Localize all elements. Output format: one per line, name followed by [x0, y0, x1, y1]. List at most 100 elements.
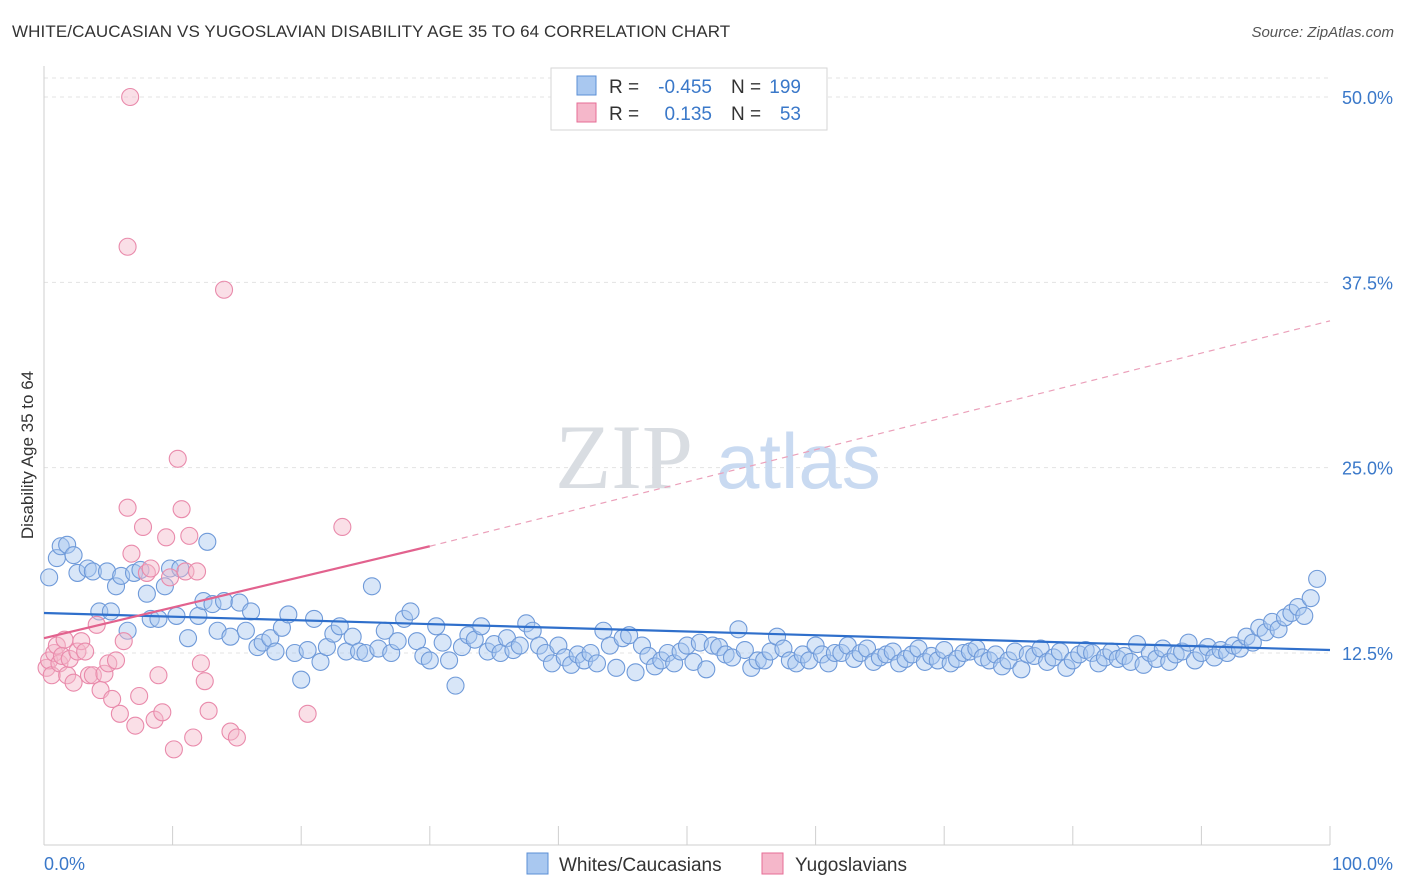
point-yugoslavians-15 [83, 666, 102, 685]
point-whites-193 [1269, 620, 1288, 639]
point-yugoslavians-42 [187, 562, 207, 581]
point-yugoslavians-31 [145, 710, 164, 729]
point-yugoslavians-9 [60, 649, 79, 668]
point-yugoslavians-50 [227, 728, 246, 747]
point-whites-7 [83, 562, 102, 581]
watermark-atlas: atlas [716, 417, 881, 505]
y-tick-labels: 12.5% 25.0% 37.5% 50.0% [1342, 88, 1393, 664]
point-whites-6 [78, 559, 97, 578]
point-whites-93 [626, 663, 645, 682]
point-whites-104 [697, 660, 716, 679]
point-whites-94 [632, 636, 652, 655]
x-tick-label-0: 0.0% [44, 854, 85, 874]
point-whites-5 [68, 563, 87, 582]
point-whites-86 [581, 643, 600, 663]
point-whites-196 [1288, 597, 1307, 617]
point-yugoslavians-21 [106, 651, 126, 670]
point-yugoslavians-46 [118, 237, 137, 256]
point-whites-61 [420, 651, 439, 670]
legend-box [550, 67, 828, 131]
point-yugoslavians-35 [160, 568, 180, 587]
trend-line-whites [43, 611, 1331, 652]
point-whites-198 [1301, 589, 1320, 608]
y-axis-title: Disability Age 35 to 64 [18, 371, 37, 539]
x-tick-label-1: 100.0% [1332, 854, 1393, 874]
point-whites-52 [362, 577, 381, 596]
point-whites-180 [1185, 651, 1205, 670]
point-whites-0 [40, 568, 59, 587]
point-yugoslavians-36 [164, 740, 183, 759]
point-whites-64 [440, 651, 459, 670]
point-whites-116 [774, 639, 793, 658]
point-whites-16 [137, 584, 156, 603]
point-whites-19 [155, 577, 174, 596]
point-whites-56 [388, 632, 407, 651]
point-yugoslavians-41 [184, 728, 203, 747]
point-whites-90 [607, 658, 626, 677]
series-yugoslavians-points [37, 87, 352, 759]
point-yugoslavians-20 [103, 689, 122, 709]
point-yugoslavians-24 [118, 498, 137, 517]
point-yugoslavians-32 [149, 666, 168, 685]
legend-n-value-2: 53 [780, 104, 801, 125]
point-whites-33 [241, 602, 261, 621]
point-yugoslavians-14 [79, 666, 99, 685]
point-whites-23 [178, 629, 198, 648]
point-whites-4 [64, 546, 83, 565]
point-whites-37 [266, 642, 285, 661]
point-yugoslavians-12 [72, 632, 91, 651]
point-whites-151 [999, 651, 1018, 670]
y-tick-label-3: 50.0% [1342, 88, 1393, 108]
grid-lines [44, 77, 1330, 654]
point-yugoslavians-26 [126, 716, 145, 735]
point-whites-105 [703, 636, 722, 655]
trend-line-yugoslavians-solid [43, 545, 431, 640]
point-whites-63 [433, 633, 452, 652]
point-yugoslavians-48 [214, 280, 234, 299]
chart-title: WHITE/CAUCASIAN VS YUGOSLAVIAN DISABILIT… [12, 22, 731, 41]
point-whites-87 [587, 654, 607, 673]
point-whites-39 [279, 605, 298, 624]
point-yugoslavians-13 [76, 642, 95, 661]
point-whites-30 [221, 627, 240, 646]
point-whites-41 [292, 670, 311, 689]
legend-r-value-1: -0.455 [658, 77, 712, 98]
point-whites-11 [106, 577, 126, 596]
bottom-legend-label-whites: Whites/Caucasians [559, 855, 722, 876]
point-whites-13 [118, 621, 137, 640]
point-yugoslavians-38 [172, 500, 191, 519]
point-whites-9 [97, 562, 117, 581]
legend-r-label-1: R = [609, 77, 639, 98]
point-whites-26 [198, 532, 217, 551]
point-whites-99 [665, 654, 684, 673]
point-whites-62 [427, 617, 446, 636]
point-whites-2 [51, 537, 70, 556]
point-yugoslavians-10 [64, 673, 83, 692]
legend-n-value-1: 199 [769, 77, 801, 98]
point-whites-58 [401, 602, 420, 621]
point-yugoslavians-40 [180, 526, 199, 545]
point-whites-42 [298, 640, 317, 660]
point-whites-197 [1295, 606, 1314, 625]
x-tick-labels: 0.0% 100.0% [44, 854, 1393, 874]
point-whites-109 [729, 620, 748, 639]
point-yugoslavians-28 [133, 517, 153, 537]
y-tick-label-0: 12.5% [1342, 644, 1393, 664]
point-yugoslavians-34 [157, 528, 176, 547]
point-whites-115 [767, 627, 787, 646]
point-yugoslavians-43 [191, 654, 210, 673]
point-yugoslavians-44 [195, 672, 214, 691]
legend-n-label-2: N = [731, 104, 761, 125]
point-yugoslavians-18 [95, 664, 114, 683]
legend-n-label-1: N = [731, 77, 761, 98]
bottom-legend-swatch-pink [761, 852, 784, 875]
series-whites-points [40, 532, 1327, 695]
point-whites-178 [1173, 642, 1192, 661]
point-yugoslavians-25 [122, 544, 141, 563]
point-yugoslavians-33 [153, 703, 172, 722]
point-whites-78 [530, 636, 549, 655]
bottom-legend-label-yugoslavians: Yugoslavians [795, 855, 907, 876]
source-label: Source: ZipAtlas.com [1251, 24, 1394, 41]
legend-r-label-2: R = [609, 104, 639, 125]
point-whites-160 [1057, 658, 1076, 677]
